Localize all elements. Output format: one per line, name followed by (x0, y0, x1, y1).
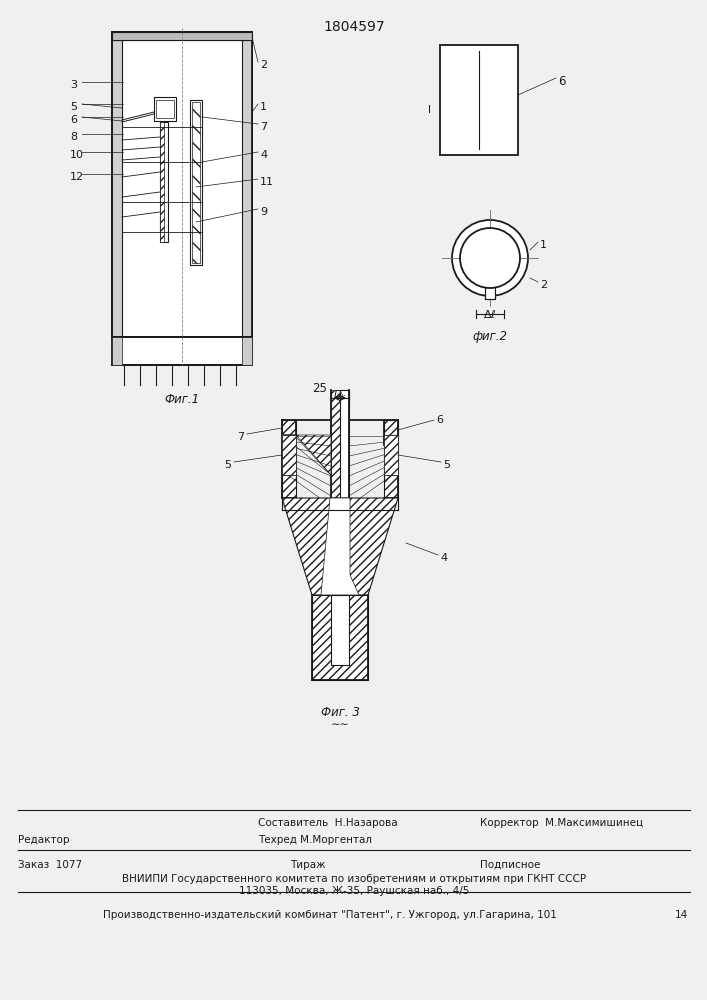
Text: 6: 6 (70, 115, 77, 125)
Text: фиг.2: фиг.2 (472, 330, 508, 343)
Polygon shape (282, 498, 398, 595)
Bar (192, 102, 200, 263)
Bar (384, 420, 398, 498)
Bar (331, 595, 349, 665)
Bar (242, 32, 252, 337)
Text: 1804597: 1804597 (323, 20, 385, 34)
Text: 8: 8 (70, 132, 77, 142)
Bar (112, 32, 252, 337)
Polygon shape (321, 498, 359, 595)
Bar (282, 420, 296, 498)
Text: 5: 5 (70, 102, 77, 112)
Circle shape (452, 220, 528, 296)
Text: Фиг.1: Фиг.1 (165, 393, 199, 406)
Text: ВНИИПИ Государственного комитета по изобретениям и открытиям при ГКНТ СССР: ВНИИПИ Государственного комитета по изоб… (122, 874, 586, 884)
Text: l: l (428, 105, 431, 115)
Text: ∼∼: ∼∼ (331, 720, 349, 730)
Text: Фиг. 3: Фиг. 3 (320, 706, 359, 719)
Bar (384, 435, 398, 475)
Bar (312, 595, 368, 680)
Text: 1: 1 (260, 102, 267, 112)
Text: 9: 9 (260, 207, 267, 217)
Text: 12: 12 (70, 172, 84, 182)
Bar (112, 337, 122, 365)
Text: 7: 7 (260, 122, 267, 132)
Text: 5: 5 (443, 460, 450, 470)
Bar (156, 100, 174, 118)
Bar (485, 287, 495, 299)
Bar (242, 337, 252, 365)
Text: 1: 1 (540, 240, 547, 250)
Bar (160, 122, 168, 242)
Text: 11: 11 (260, 177, 274, 187)
Text: 113035, Москва, Ж-35, Раушская наб., 4/5: 113035, Москва, Ж-35, Раушская наб., 4/5 (239, 886, 469, 896)
Bar (331, 390, 340, 600)
Bar (112, 32, 122, 337)
Text: 14: 14 (674, 910, 688, 920)
Bar (154, 97, 176, 121)
Text: 10: 10 (70, 150, 84, 160)
Text: 4: 4 (440, 553, 447, 563)
Text: Техред М.Моргентал: Техред М.Моргентал (258, 835, 372, 845)
Text: 3: 3 (70, 80, 77, 90)
Text: Подписное: Подписное (480, 860, 540, 870)
Text: 4: 4 (260, 150, 267, 160)
Text: Заказ  1077: Заказ 1077 (18, 860, 82, 870)
Bar (340, 390, 349, 600)
Text: 25: 25 (312, 382, 327, 395)
Bar (160, 122, 164, 242)
Text: Корректор  М.Максимишинец: Корректор М.Максимишинец (480, 818, 643, 828)
Text: 5: 5 (224, 460, 231, 470)
Polygon shape (282, 435, 331, 475)
Text: 2: 2 (540, 280, 547, 290)
Bar (112, 32, 252, 40)
Text: Редактор: Редактор (18, 835, 69, 845)
Text: Составитель  Н.Назарова: Составитель Н.Назарова (258, 818, 397, 828)
Circle shape (460, 228, 520, 288)
Text: Тираж: Тираж (290, 860, 326, 870)
Text: $\Delta\ell$: $\Delta\ell$ (484, 308, 497, 320)
Text: 6: 6 (436, 415, 443, 425)
Text: 6: 6 (558, 75, 566, 88)
Text: 2: 2 (260, 60, 267, 70)
Text: $D_k$: $D_k$ (333, 388, 347, 402)
Text: Производственно-издательский комбинат "Патент", г. Ужгород, ул.Гагарина, 101: Производственно-издательский комбинат "П… (103, 910, 557, 920)
Bar (112, 337, 252, 365)
Bar (282, 435, 296, 475)
Bar (190, 100, 202, 265)
Text: 7: 7 (237, 432, 244, 442)
Bar (440, 45, 518, 155)
